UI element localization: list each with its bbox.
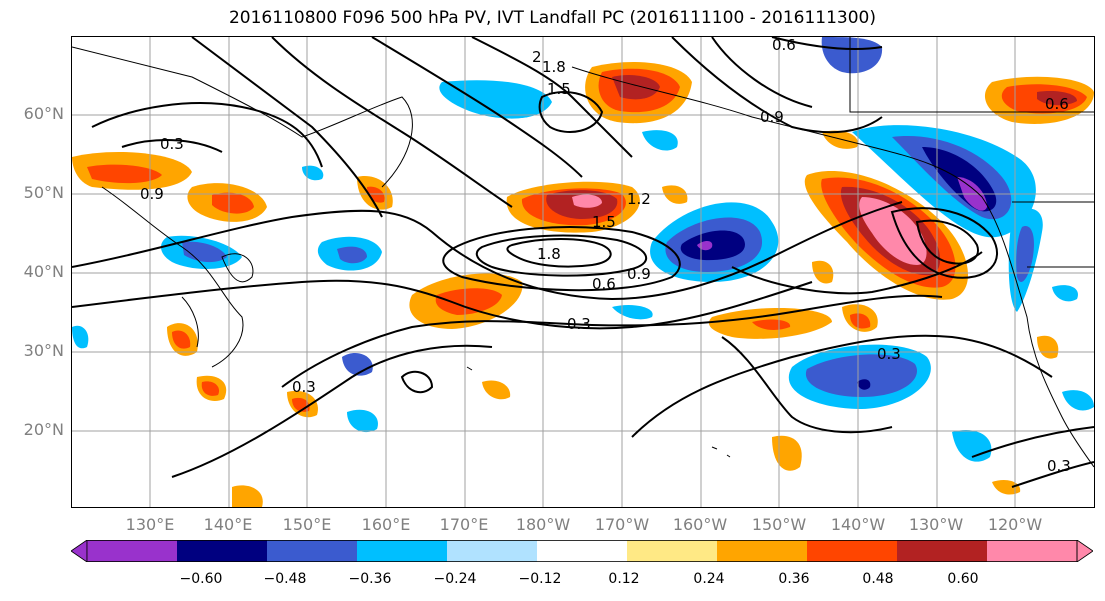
- colorbar-segment: [537, 540, 628, 562]
- contour-label: 0.3: [160, 135, 184, 153]
- contour-label: 0.9: [140, 185, 164, 203]
- colorbar-tick-label: 0.60: [947, 571, 979, 587]
- colorbar-tick-label: 0.12: [608, 571, 640, 587]
- colorbar-outline: [86, 540, 1078, 562]
- colorbar-tick-label: −0.12: [518, 571, 562, 587]
- contour-label: 2: [532, 48, 542, 66]
- colorbar-extend-max: [1076, 540, 1093, 562]
- coastlines: [72, 37, 1094, 468]
- contour-label: 0.3: [292, 378, 316, 396]
- colorbar-segment: [177, 540, 268, 562]
- map-canvas: 0.3 0.6 0.9 1.2 1.5 1.8 0.6 0.9 0.3 0.3 …: [72, 37, 1094, 507]
- colorbar-segment: [627, 540, 718, 562]
- colorbar-tick-label: 0.36: [778, 571, 810, 587]
- colorbar-tick-label: −0.48: [263, 571, 307, 587]
- colorbar-segment: [447, 540, 538, 562]
- contour-label: 0.3: [1047, 457, 1071, 475]
- lat-label-50n: 50°N: [23, 183, 64, 202]
- contour-label: 0.3: [567, 315, 591, 333]
- contour-label: 0.9: [627, 265, 651, 283]
- lon-label-150e: 150°E: [282, 515, 332, 534]
- colorbar-segment: [807, 540, 898, 562]
- colorbar-tick-label: −0.60: [179, 571, 223, 587]
- contour-label: 1.2: [627, 190, 651, 208]
- lon-label-170w: 170°W: [594, 515, 650, 534]
- contour-label: 0.9: [760, 108, 784, 126]
- colorbar-tick-label: −0.24: [433, 571, 477, 587]
- colorbar-segment: [357, 540, 448, 562]
- pv-contours: [72, 37, 1094, 488]
- lon-label-120w: 120°W: [987, 515, 1043, 534]
- contour-label-group: 0.3 0.6 0.9 1.2 1.5 1.8 0.6 0.9 0.3 0.3 …: [140, 37, 1071, 475]
- lon-label-130e: 130°E: [125, 515, 175, 534]
- colorbar-tick-label: 0.24: [693, 571, 725, 587]
- contour-label: 0.6: [1045, 95, 1069, 113]
- colorbar-segment: [87, 540, 178, 562]
- negative-shading: [72, 37, 1094, 462]
- lat-label-40n: 40°N: [23, 262, 64, 281]
- lon-label-170e: 170°E: [439, 515, 489, 534]
- lat-label-60n: 60°N: [23, 104, 64, 123]
- contour-label: 1.8: [537, 245, 561, 263]
- colorbar-tick-label: 0.48: [862, 571, 894, 587]
- colorbar-segments: [71, 540, 1093, 562]
- lon-label-140w: 140°W: [830, 515, 886, 534]
- lon-label-180w: 180°W: [515, 515, 571, 534]
- lon-label-160e: 160°E: [361, 515, 411, 534]
- colorbar-tick-label: −0.36: [348, 571, 392, 587]
- lon-label-150w: 150°W: [751, 515, 807, 534]
- colorbar-segment: [267, 540, 358, 562]
- lon-label-130w: 130°W: [908, 515, 964, 534]
- contour-label: 1.5: [547, 80, 571, 98]
- colorbar-segment: [717, 540, 808, 562]
- colorbar-extend-min: [71, 540, 88, 562]
- lon-label-160w: 160°W: [672, 515, 728, 534]
- lat-label-20n: 20°N: [23, 420, 64, 439]
- lat-label-30n: 30°N: [23, 341, 64, 360]
- contour-label: 1.5: [592, 213, 616, 231]
- contour-label: 0.6: [772, 37, 796, 54]
- colorbar: [71, 540, 1093, 562]
- colorbar-segment: [987, 540, 1078, 562]
- contour-label: 0.3: [877, 345, 901, 363]
- contour-label: 0.6: [592, 275, 616, 293]
- map-panel: 0.3 0.6 0.9 1.2 1.5 1.8 0.6 0.9 0.3 0.3 …: [71, 36, 1095, 508]
- lon-label-140e: 140°E: [203, 515, 253, 534]
- positive-shading: [72, 62, 1094, 507]
- contour-label: 1.8: [542, 58, 566, 76]
- map-title: 2016110800 F096 500 hPa PV, IVT Landfall…: [228, 8, 876, 28]
- colorbar-segment: [897, 540, 988, 562]
- graticule: [72, 37, 1094, 507]
